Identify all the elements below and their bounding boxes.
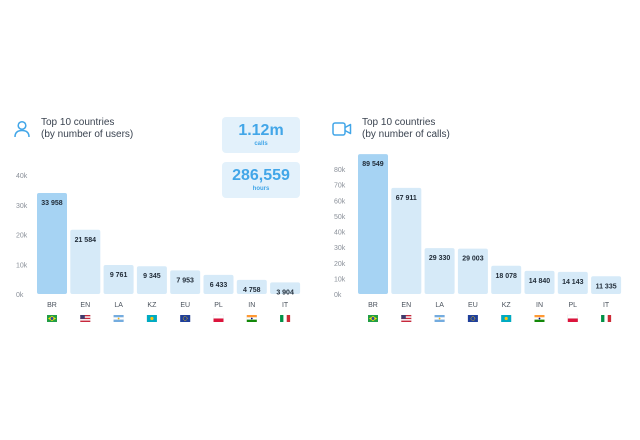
calls-stat-card: 1.12m calls xyxy=(222,117,300,153)
bar-it xyxy=(591,276,622,294)
bar-la xyxy=(103,264,134,294)
poland-flag xyxy=(567,314,578,322)
usa-flag xyxy=(80,315,91,322)
bar-value-label: 3 904 xyxy=(276,289,294,296)
bar-value-label: 4 758 xyxy=(243,287,261,294)
bar-value-label: 6 433 xyxy=(210,282,228,289)
y-tick-label: 0k xyxy=(334,292,342,299)
india-flag xyxy=(534,315,545,322)
kazakhstan-flag xyxy=(501,315,512,322)
users-chart-title: Top 10 countries (by number of users) xyxy=(41,117,134,140)
italy-flag xyxy=(280,315,291,322)
poland-flag xyxy=(213,314,224,322)
category-label: PL xyxy=(214,302,223,309)
category-label: EN xyxy=(401,302,411,309)
brazil-flag xyxy=(368,315,378,322)
category-label: EU xyxy=(468,302,478,309)
category-label: IN xyxy=(536,302,543,309)
calls-stat-unit: calls xyxy=(254,141,268,147)
bar-value-label: 29 330 xyxy=(429,255,451,262)
y-tick-label: 10k xyxy=(16,262,28,269)
india-flag xyxy=(246,315,257,322)
category-label: LA xyxy=(114,302,123,309)
usa-flag xyxy=(401,315,412,322)
category-label: EU xyxy=(180,302,190,309)
bar-kz xyxy=(136,266,167,294)
category-label: PL xyxy=(569,302,578,309)
calls-bar-chart: 0k 10k 20k 30k 40k 50k 60k 70k 80k 89 549 BR 67 911… xyxy=(334,154,622,322)
bar-value-label: 67 911 xyxy=(396,195,417,202)
kazakhstan-flag xyxy=(146,315,157,322)
bar-value-label: 9 761 xyxy=(110,272,128,279)
brazil-flag xyxy=(47,315,57,322)
bar-value-label: 14 840 xyxy=(529,278,551,285)
y-tick-label: 40k xyxy=(16,173,28,180)
bar-eu xyxy=(457,248,488,294)
category-label: KZ xyxy=(502,302,512,309)
bar-br xyxy=(358,154,388,294)
hours-stat-card: 286,559 hours xyxy=(222,162,300,198)
bar-value-label: 11 335 xyxy=(596,283,617,290)
bar-value-label: 14 143 xyxy=(562,279,584,286)
bar-value-label: 18 078 xyxy=(495,273,517,280)
bar-in xyxy=(524,270,555,294)
y-tick-label: 10k xyxy=(334,276,346,283)
bar-it xyxy=(270,282,301,294)
eu-flag xyxy=(180,315,191,322)
bar-pl xyxy=(203,274,234,294)
y-tick-label: 30k xyxy=(16,203,28,210)
bar-eu xyxy=(170,270,201,294)
eu-flag xyxy=(467,315,478,322)
bar-la xyxy=(424,248,455,294)
category-label: BR xyxy=(368,302,378,309)
y-tick-label: 50k xyxy=(334,214,346,221)
calls-stat-value: 1.12m xyxy=(238,122,284,139)
argentina-flag xyxy=(434,315,445,322)
bar-value-label: 7 953 xyxy=(176,277,194,284)
users-panel: Top 10 countries (by number of users) 1.… xyxy=(14,117,301,322)
y-tick-label: 60k xyxy=(334,198,346,205)
calls-panel: Top 10 countries (by number of calls) 0k… xyxy=(320,0,640,440)
italy-flag xyxy=(601,315,612,322)
argentina-flag xyxy=(113,315,124,322)
y-tick-label: 70k xyxy=(334,183,346,190)
y-tick-label: 30k xyxy=(334,245,346,252)
category-label: BR xyxy=(47,302,57,309)
calls-chart-title: Top 10 countries (by number of calls) xyxy=(362,117,450,140)
category-label: IT xyxy=(282,302,289,309)
y-tick-label: 0k xyxy=(16,292,24,299)
y-tick-label: 40k xyxy=(334,230,346,237)
category-label: EN xyxy=(80,302,90,309)
bar-pl xyxy=(557,271,588,294)
bar-kz xyxy=(491,265,522,294)
bar-value-label: 21 584 xyxy=(75,237,97,244)
bar-value-label: 9 345 xyxy=(143,273,161,280)
bar-value-label: 29 003 xyxy=(462,256,484,263)
y-tick-label: 80k xyxy=(334,167,346,174)
y-tick-label: 20k xyxy=(16,233,28,240)
bar-br xyxy=(37,192,67,294)
bar-value-label: 89 549 xyxy=(362,161,384,168)
hours-stat-unit: hours xyxy=(252,186,270,192)
bar-in xyxy=(236,279,267,294)
user-icon xyxy=(14,120,30,138)
category-label: KZ xyxy=(147,302,157,309)
category-label: IN xyxy=(248,302,255,309)
bar-en xyxy=(391,187,422,294)
y-tick-label: 20k xyxy=(334,261,346,268)
video-camera-icon xyxy=(332,122,352,136)
hours-stat-value: 286,559 xyxy=(232,167,290,184)
bar-en xyxy=(70,229,101,294)
category-label: IT xyxy=(603,302,610,309)
bar-value-label: 33 958 xyxy=(41,200,63,207)
category-label: LA xyxy=(435,302,444,309)
users-bar-chart: 0k 10k 20k 30k 40k 33 958 BR 21 584 EN 9 761 LA 9 3… xyxy=(16,173,301,322)
